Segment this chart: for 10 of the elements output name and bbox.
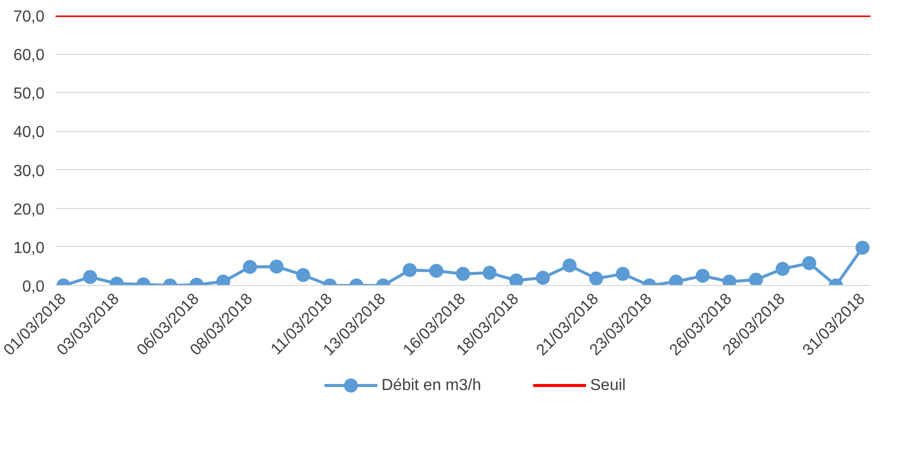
y-tick-label: 70,0: [13, 8, 45, 26]
legend-label: Seuil: [590, 377, 626, 394]
y-tick-label: 0,0: [22, 278, 45, 296]
y-tick-label: 40,0: [13, 124, 45, 142]
y-tick-label: 20,0: [13, 201, 45, 218]
y-tick-label: 50,0: [13, 86, 45, 103]
legend-label: Débit en m3/h: [382, 377, 482, 394]
y-tick-label: 10,0: [13, 240, 45, 257]
y-tick-label: 30,0: [13, 162, 45, 180]
y-tick-label: 60,0: [13, 47, 45, 64]
